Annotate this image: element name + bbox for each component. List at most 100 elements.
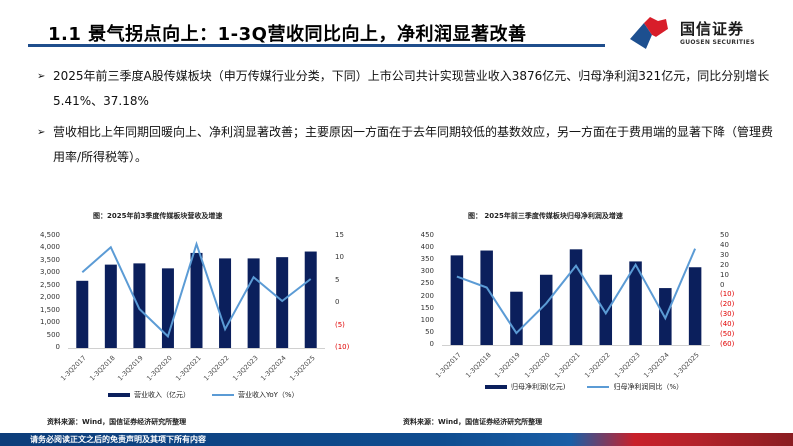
left-axis-tick: 100	[420, 315, 434, 324]
x-axis-tick: 1-3Q2024	[259, 354, 288, 383]
bullet-text: 2025年前三季度A股传媒板块（申万传媒行业分类，下同）上市公司共计实现营业收入…	[53, 69, 770, 108]
left-axis-tick: 2,000	[39, 293, 60, 302]
bar	[629, 261, 642, 345]
x-axis-tick: 1-3Q2017	[434, 351, 463, 380]
legend-bar-swatch	[485, 385, 507, 389]
arrow-right-icon: ➢	[37, 71, 46, 82]
right-axis-tick: 15	[335, 231, 344, 239]
bar	[659, 288, 672, 345]
legend-label: 营业收入YoY（%）	[238, 391, 299, 399]
left-axis-tick: 350	[420, 255, 434, 264]
x-axis-tick: 1-3Q2017	[59, 354, 88, 383]
right-axis-tick: (50)	[720, 330, 735, 339]
x-axis-tick: 1-3Q2024	[642, 351, 671, 380]
x-axis-tick: 1-3Q2021	[173, 354, 203, 383]
right-axis-tick: (60)	[720, 340, 735, 348]
left-axis-tick: 250	[420, 279, 434, 288]
bullet-list: ➢ 2025年前三季度A股传媒板块（申万传媒行业分类，下同）上市公司共计实现营业…	[35, 64, 780, 176]
title-bar: 1.1 景气拐点向上：1-3Q营收同比向上，净利润显著改善	[28, 18, 608, 46]
page-title: 1.1 景气拐点向上：1-3Q营收同比向上，净利润显著改善	[48, 24, 527, 45]
x-axis-tick: 1-3Q2022	[202, 354, 231, 383]
legend-bar-swatch	[108, 393, 130, 397]
right-axis-tick: (10)	[720, 290, 735, 299]
left-axis-tick: 4,000	[39, 243, 60, 252]
bar	[276, 257, 289, 348]
bar	[450, 255, 464, 345]
legend-line-swatch	[212, 394, 234, 396]
source-note-right: 资料来源：Wind，国信证券经济研究所整理	[403, 418, 543, 426]
right-axis-tick: 0	[720, 280, 725, 289]
chart-legend: 营业收入（亿元） 营业收入YoY（%）	[108, 390, 299, 400]
title-underline	[28, 44, 605, 47]
right-axis-tick: 5	[335, 275, 340, 284]
x-axis-tick: 1-3Q2019	[493, 351, 523, 380]
left-axis-tick: 0	[429, 340, 434, 348]
x-axis-tick: 1-3Q2022	[582, 351, 612, 380]
bar	[688, 267, 702, 345]
left-axis-tick: 400	[420, 243, 434, 252]
left-axis-tick: 1,000	[39, 318, 60, 327]
bar	[161, 268, 174, 348]
company-logo: 国信证券 GUOSEN SECURITIES	[620, 15, 790, 55]
left-axis-tick: 150	[420, 303, 434, 312]
right-axis-tick: 10	[720, 270, 729, 279]
left-axis-tick: 3,500	[39, 255, 60, 264]
bar	[104, 264, 117, 348]
left-axis-tick: 2,500	[39, 280, 60, 289]
right-axis-tick: (20)	[720, 300, 735, 309]
x-axis-tick: 1-3Q2025	[672, 351, 701, 380]
x-axis-tick: 1-3Q2018	[88, 354, 117, 383]
right-axis-tick: 20	[720, 260, 729, 269]
footer-disclaimer: 请务必阅读正文之后的免责声明及其项下所有内容	[30, 435, 206, 444]
logo-text-en: GUOSEN SECURITIES	[680, 39, 755, 46]
right-axis-tick: (5)	[335, 320, 345, 329]
left-axis-tick: 1,500	[39, 305, 60, 314]
right-axis-tick: (30)	[720, 310, 735, 319]
bar	[599, 274, 613, 345]
x-axis-tick: 1-3Q2020	[145, 354, 174, 383]
right-axis-tick: 50	[720, 231, 729, 239]
chart-title: 图：2025年前3季度传媒板块营收及增速	[93, 212, 223, 220]
legend-line-swatch	[587, 386, 610, 388]
x-axis-tick: 1-3Q2018	[463, 351, 493, 380]
logo-text-cn: 国信证券	[680, 20, 745, 38]
right-axis-tick: (40)	[720, 320, 735, 329]
left-axis-tick: 450	[420, 231, 434, 239]
guosen-logo-icon	[630, 17, 668, 49]
bar	[569, 249, 583, 345]
left-axis-tick: 300	[420, 267, 434, 276]
x-axis-tick: 1-3Q2023	[230, 354, 260, 383]
x-axis-tick: 1-3Q2025	[287, 354, 317, 383]
x-axis-tick: 1-3Q2020	[523, 351, 552, 380]
left-axis-tick: 3,000	[39, 268, 60, 277]
arrow-right-icon: ➢	[37, 127, 46, 138]
right-axis-tick: 10	[335, 253, 344, 262]
bullet-item: ➢ 2025年前三季度A股传媒板块（申万传媒行业分类，下同）上市公司共计实现营业…	[35, 64, 780, 114]
left-axis-tick: 0	[55, 343, 60, 351]
legend-label: 归母净利润(亿元)	[511, 383, 566, 391]
bar	[190, 252, 203, 348]
bar	[480, 250, 493, 345]
bullet-item: ➢ 营收相比上年同期回暖向上、净利润显著改善；主要原因一方面在于去年同期较低的基…	[35, 120, 780, 170]
yoy-line	[81, 240, 312, 339]
right-axis-tick: (10)	[335, 343, 350, 351]
left-axis-tick: 4,500	[39, 231, 60, 239]
yoy-line	[456, 248, 697, 335]
bar	[219, 258, 232, 348]
right-axis-tick: 0	[335, 298, 340, 307]
source-note-left: 资料来源：Wind，国信证券经济研究所整理	[47, 418, 187, 426]
left-axis-tick: 50	[425, 327, 434, 336]
bar	[247, 258, 260, 348]
chart-legend: 归母净利润(亿元) 归母净利润同比（%）	[485, 382, 683, 392]
footer-banner: 请务必阅读正文之后的免责声明及其项下所有内容	[0, 433, 793, 446]
legend-label: 营业收入（亿元）	[134, 391, 190, 399]
bullet-text: 营收相比上年同期回暖向上、净利润显著改善；主要原因一方面在于去年同期较低的基数效…	[53, 125, 774, 164]
x-axis-tick: 1-3Q2019	[116, 354, 146, 383]
legend-label: 归母净利润同比（%）	[613, 383, 684, 391]
bar	[510, 291, 523, 345]
left-axis-tick: 200	[420, 291, 434, 300]
right-axis-tick: 30	[720, 250, 729, 259]
left-axis-tick: 500	[46, 330, 60, 339]
x-axis-tick: 1-3Q2021	[553, 351, 582, 380]
right-axis-tick: 40	[720, 240, 729, 249]
